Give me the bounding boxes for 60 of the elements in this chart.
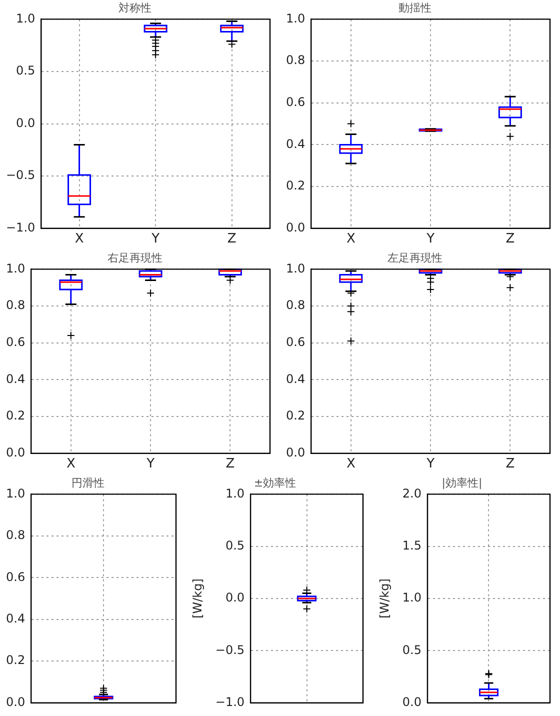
y-tick-label: 0.8 [286,53,306,68]
y-tick-label: 1.0 [286,11,306,26]
x-tick-label: Y [426,232,435,247]
chart-title: 対称性 [118,1,152,14]
y-tick-label: 1.0 [6,486,26,500]
chart-title: |効率性| [442,476,482,490]
x-tick-label: Y [150,232,160,247]
y-tick-label: 0.0 [286,446,306,460]
y-tick-label: 1.0 [286,261,306,276]
x-tick-label: Z [506,456,515,472]
y-tick-label: 0.5 [225,538,245,552]
y-tick-label: 0.5 [402,642,422,657]
y-tick-label: 0.4 [286,372,306,386]
x-tick-label: X [74,232,84,247]
y-tick-label: 0.5 [16,64,36,78]
x-tick-label: Y [426,456,435,472]
y-tick-label: 0.0 [16,116,36,130]
y-tick-label: −0.5 [215,642,245,657]
y-tick-label: −0.5 [6,168,36,182]
chart-title: 円滑性 [72,476,104,490]
y-tick-label: 0.6 [286,95,306,110]
y-tick-label: 0.0 [402,694,422,709]
y-tick-label: 1.5 [402,538,422,552]
y-tick-label: 0.0 [6,694,26,709]
y-tick-label: 1.0 [402,590,422,605]
y-tick-label: 0.2 [286,178,306,193]
y-tick-label: 0.6 [6,570,26,584]
y-axis-title: [W/kg] [190,578,204,618]
x-tick-label: X [66,456,76,472]
y-tick-label: 0.2 [286,408,306,423]
y-axis-title: [W/kg] [377,578,392,618]
y-tick-label: 1.0 [225,486,245,500]
x-tick-label: Z [226,456,235,472]
y-tick-label: 0.0 [6,446,26,460]
chart-title: 左足再現性 [388,251,442,264]
x-tick-label: X [346,456,356,472]
chart-title: ±効率性 [254,476,296,490]
y-tick-label: 0.2 [6,653,26,668]
y-tick-label: 0.6 [6,335,26,350]
x-tick-label: X [346,232,356,247]
y-tick-label: 0.4 [6,611,26,626]
x-tick-label: Z [227,232,236,247]
y-tick-label: 0.8 [6,528,26,542]
y-tick-label: 0.0 [225,590,245,605]
x-tick-label: Z [506,232,515,247]
y-tick-label: 0.6 [286,335,306,350]
y-tick-label: 0.4 [286,136,306,151]
y-tick-label: 2.0 [402,486,422,500]
y-tick-label: 0.2 [6,408,26,423]
y-tick-label: 1.0 [16,11,36,26]
y-tick-label: 0.4 [6,372,26,386]
chart-title: 右足再現性 [108,251,162,264]
chart-title: 動揺性 [398,1,432,14]
x-tick-label: Y [146,456,155,472]
y-tick-label: 0.8 [6,298,26,312]
y-tick-label: 1.0 [6,261,26,276]
y-tick-label: 0.8 [286,298,306,312]
y-tick-label: 0.0 [286,220,306,235]
y-tick-label: −1.0 [215,694,245,709]
y-tick-label: −1.0 [6,220,36,235]
